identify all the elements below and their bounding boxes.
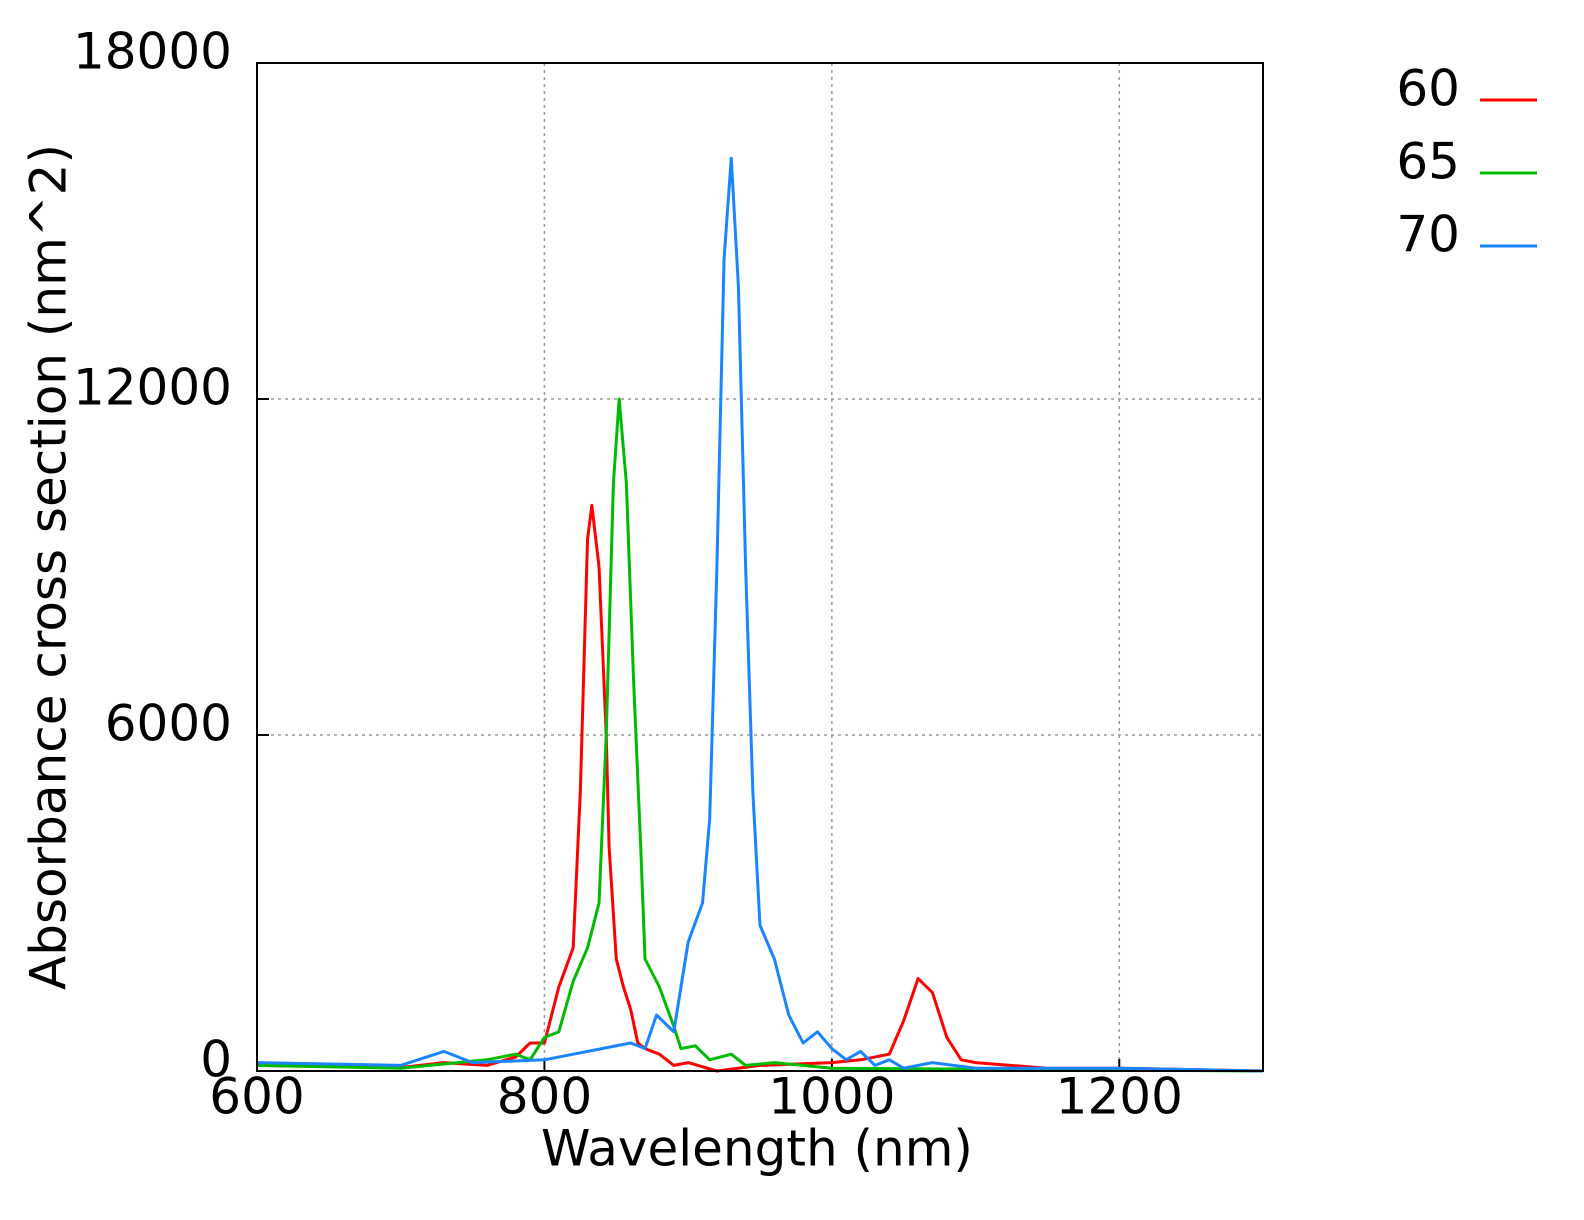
series-line: [256, 503, 1264, 1073]
x-tick-label: 1200: [1056, 1068, 1183, 1126]
series-line: [256, 156, 1264, 1073]
legend-label: 70: [1396, 206, 1460, 264]
x-tick-label: 1000: [768, 1068, 895, 1126]
y-tick-label: 12000: [73, 359, 232, 417]
x-tick-label: 600: [209, 1068, 304, 1126]
plot-frame: [256, 62, 1264, 1072]
y-tick-label: 6000: [105, 695, 232, 753]
y-axis-title: Absorbance cross section (nm^2): [20, 144, 78, 990]
series-line: [256, 397, 1264, 1073]
y-tick-label: 0: [200, 1031, 232, 1089]
x-axis-title: Wavelength (nm): [541, 1120, 973, 1178]
x-tick-label: 800: [497, 1068, 592, 1126]
y-tick-label: 18000: [73, 23, 232, 81]
legend-label: 65: [1396, 133, 1460, 191]
legend-label: 60: [1396, 60, 1460, 118]
